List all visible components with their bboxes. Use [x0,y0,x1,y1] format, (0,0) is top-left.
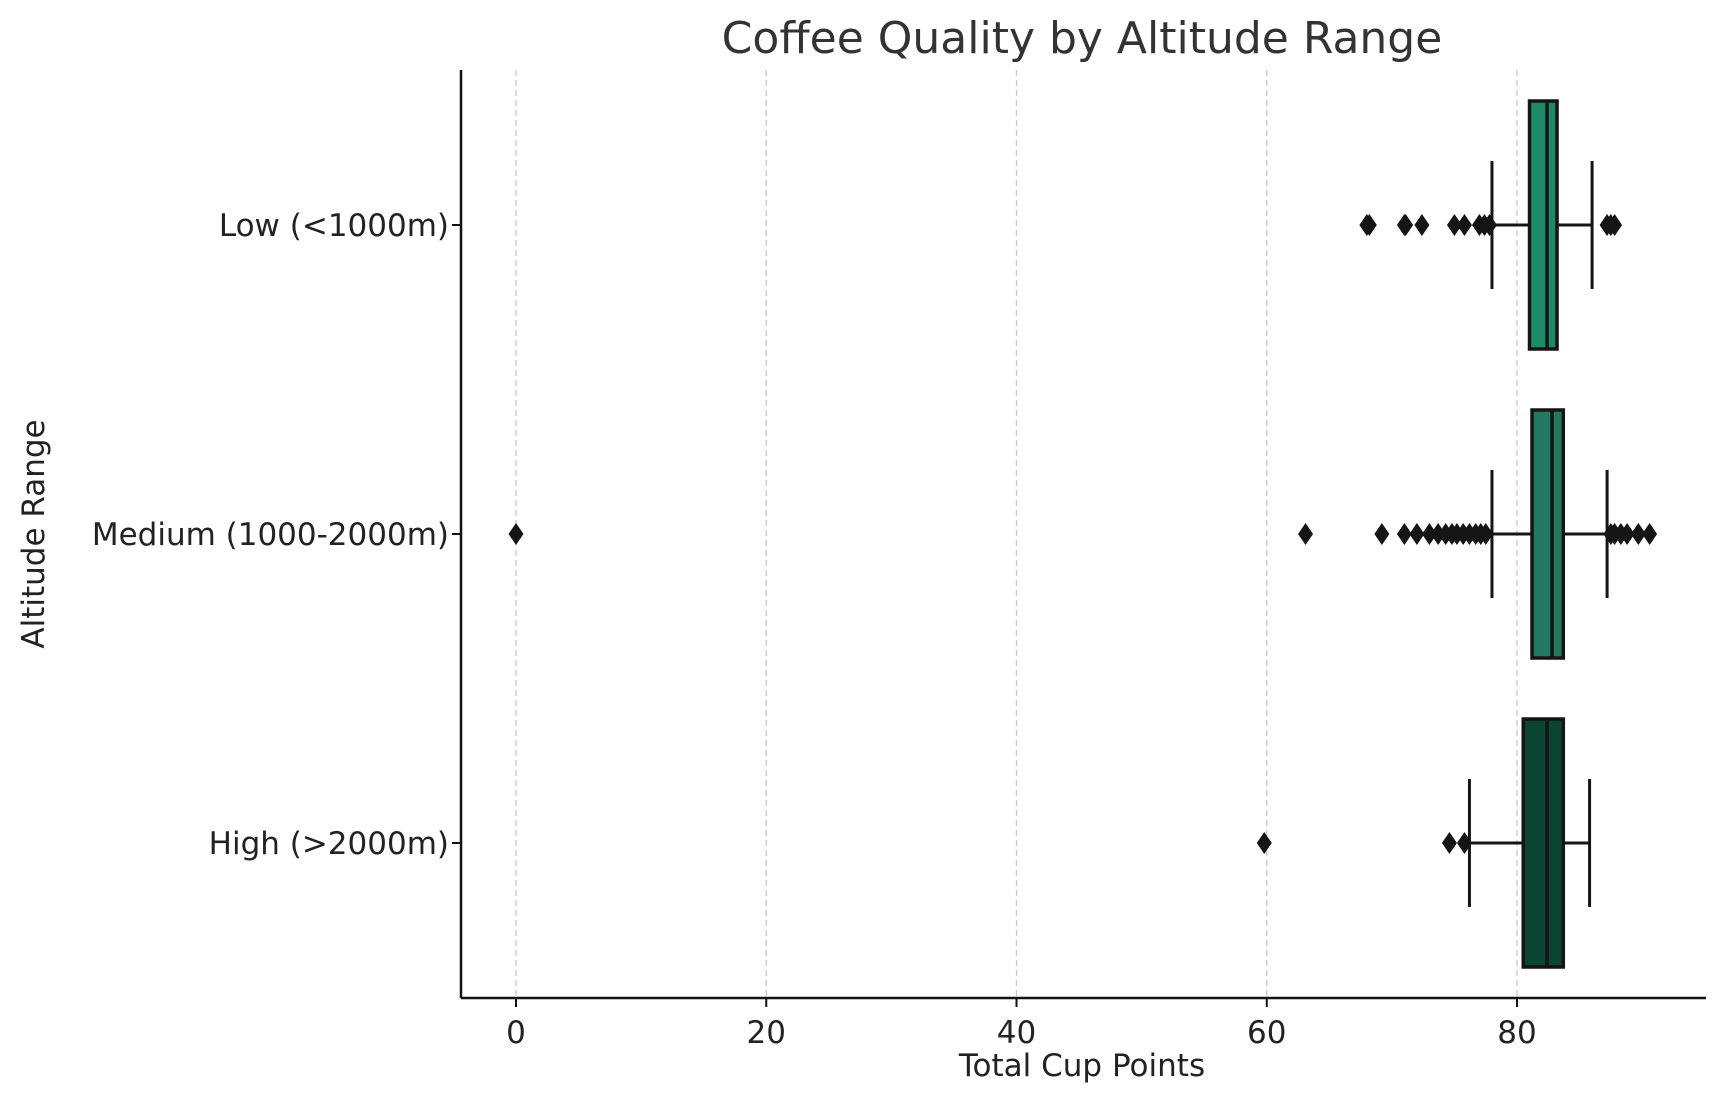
x-axis-label: Total Cup Points [958,1048,1205,1084]
outlier-point [1396,523,1412,545]
outlier-point [1374,523,1390,545]
x-tick-label: 80 [1497,1015,1536,1051]
outlier-point [1478,523,1494,545]
outlier-point [1409,523,1425,545]
outlier-point [1446,214,1462,236]
y-axis-label: Altitude Range [16,419,52,648]
outlier-point [1481,214,1497,236]
box-layer [508,99,1658,969]
outlier-point [1456,832,1472,854]
y-category-label: Low (<1000m) [219,208,449,244]
outlier-point [1256,832,1272,854]
x-tick-label: 0 [506,1015,526,1051]
x-tick-label: 20 [747,1015,786,1051]
y-category-label: High (>2000m) [209,826,449,862]
outlier-point [1619,523,1635,545]
iqr-box [1521,717,1566,969]
y-category-label: Medium (1000-2000m) [92,517,449,553]
x-tick-label: 40 [997,1015,1036,1051]
outlier-point [1298,523,1314,545]
outlier-point [1607,214,1623,236]
outlier-point [1398,214,1414,236]
grid-layer [515,70,1518,998]
outlier-point [1630,523,1646,545]
iqr-box [1527,99,1559,351]
iqr-box [1530,408,1566,660]
x-tick-label: 60 [1247,1015,1286,1051]
chart-title: Coffee Quality by Altitude Range [722,13,1443,64]
outlier-point [1642,523,1658,545]
outlier-point [1414,214,1430,236]
outlier-point [1456,214,1472,236]
outlier-point [1361,214,1377,236]
outlier-point [1441,832,1457,854]
box-group [1359,99,1623,351]
tick-layer: 0 20 40 60 80 Low (<1000m) Medium (1000-2000m)… [92,208,1537,1051]
outlier-point [1421,523,1437,545]
outlier-point [1430,523,1446,545]
box-group [1256,717,1592,969]
outlier-point [508,523,524,545]
box-group [508,408,1658,660]
